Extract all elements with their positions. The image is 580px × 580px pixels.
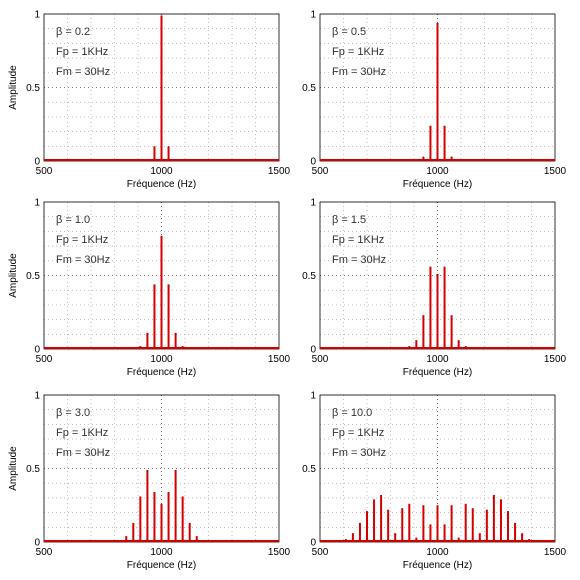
annotation-text: Fp = 1KHz — [56, 234, 108, 246]
y-tick-label: 0 — [310, 157, 316, 168]
annotation-text: Fp = 1KHz — [332, 46, 384, 58]
x-tick-label: 500 — [36, 354, 53, 365]
annotation-text: β = 3.0 — [56, 407, 90, 419]
annotation-text: β = 1.5 — [332, 214, 366, 226]
y-tick-label: 0.5 — [26, 271, 40, 282]
y-axis-label: Amplitude — [8, 65, 19, 110]
annotation-text: Fm = 30Hz — [56, 254, 110, 266]
y-tick-label: 1 — [34, 198, 40, 209]
annotation-text: Fm = 30Hz — [56, 447, 110, 459]
y-tick-label: 1 — [34, 391, 40, 402]
x-tick-label: 500 — [36, 547, 53, 558]
annotation-text: β = 0.2 — [56, 26, 90, 38]
x-tick-label: 1500 — [268, 547, 291, 558]
y-tick-label: 0 — [310, 538, 316, 549]
x-axis-label: Fréquence (Hz) — [403, 560, 472, 571]
y-tick-label: 1 — [310, 10, 316, 21]
x-tick-label: 500 — [312, 547, 329, 558]
x-tick-label: 1500 — [544, 354, 567, 365]
annotation-text: β = 1.0 — [56, 214, 90, 226]
annotation-text: Fm = 30Hz — [332, 66, 386, 78]
annotation-text: Fp = 1KHz — [56, 427, 108, 439]
x-axis-label: Fréquence (Hz) — [403, 179, 472, 190]
x-tick-label: 1000 — [150, 547, 173, 558]
y-tick-label: 0.5 — [26, 464, 40, 475]
x-tick-label: 500 — [312, 166, 329, 177]
x-tick-label: 1000 — [426, 354, 449, 365]
annotation-text: Fp = 1KHz — [332, 234, 384, 246]
y-tick-label: 0 — [34, 345, 40, 356]
annotation-text: Fm = 30Hz — [332, 254, 386, 266]
x-tick-label: 1000 — [150, 354, 173, 365]
x-tick-label: 500 — [312, 354, 329, 365]
annotation-text: Fm = 30Hz — [56, 66, 110, 78]
annotation-text: Fm = 30Hz — [332, 447, 386, 459]
y-tick-label: 0.5 — [26, 83, 40, 94]
annotation-text: Fp = 1KHz — [56, 46, 108, 58]
x-tick-label: 1500 — [268, 354, 291, 365]
x-tick-label: 1500 — [544, 166, 567, 177]
x-tick-label: 1000 — [426, 547, 449, 558]
y-tick-label: 0 — [34, 157, 40, 168]
x-tick-label: 1000 — [426, 166, 449, 177]
y-axis-label: Amplitude — [8, 253, 19, 298]
x-axis-label: Fréquence (Hz) — [127, 367, 196, 378]
x-axis-label: Fréquence (Hz) — [403, 367, 472, 378]
x-axis-label: Fréquence (Hz) — [127, 179, 196, 190]
y-tick-label: 1 — [310, 198, 316, 209]
annotation-text: Fp = 1KHz — [332, 427, 384, 439]
x-tick-label: 1500 — [544, 547, 567, 558]
y-tick-label: 0 — [34, 538, 40, 549]
x-tick-label: 500 — [36, 166, 53, 177]
x-axis-label: Fréquence (Hz) — [127, 560, 196, 571]
y-tick-label: 0 — [310, 345, 316, 356]
y-tick-label: 0.5 — [302, 83, 316, 94]
annotation-text: β = 0.5 — [332, 26, 366, 38]
annotation-text: β = 10.0 — [332, 407, 372, 419]
y-tick-label: 1 — [34, 10, 40, 21]
y-tick-label: 1 — [310, 391, 316, 402]
y-tick-label: 0.5 — [302, 271, 316, 282]
y-tick-label: 0.5 — [302, 464, 316, 475]
x-tick-label: 1000 — [150, 166, 173, 177]
x-tick-label: 1500 — [268, 166, 291, 177]
y-axis-label: Amplitude — [8, 446, 19, 491]
